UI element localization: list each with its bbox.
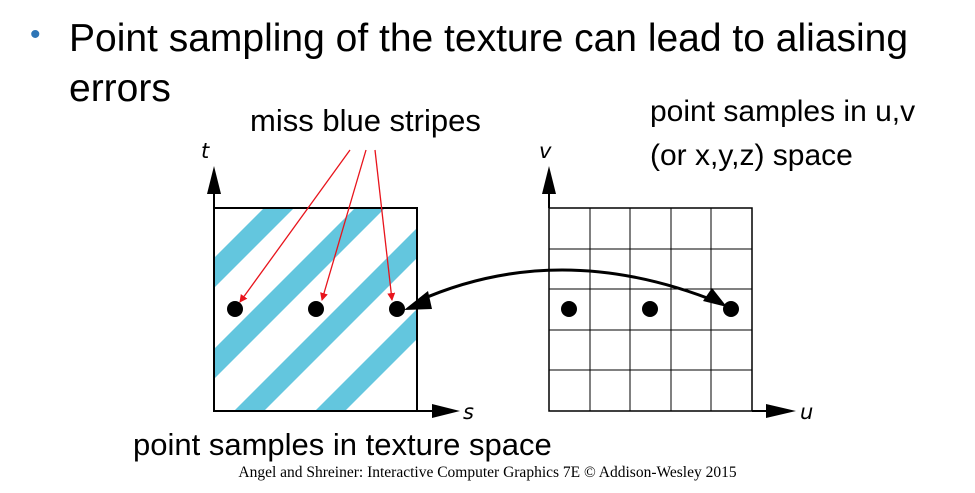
v-axis-label: v: [539, 139, 552, 163]
diagonal-stripes: [214, 208, 417, 411]
footer-credit: Angel and Shreiner: Interactive Computer…: [238, 464, 737, 481]
miss-arrow: [320, 149, 367, 301]
mapping-arrowhead-right: [703, 288, 727, 307]
s-axis-arrowhead: [432, 404, 460, 418]
stripe: [234, 228, 417, 411]
uv-samples-label-line1: point samples in u,v: [650, 95, 916, 128]
t-axis-arrowhead: [207, 166, 221, 194]
miss-blue-stripes-label: miss blue stripes: [250, 103, 481, 138]
uv-sample-point: [723, 301, 739, 317]
stripe: [214, 208, 294, 288]
uv-panel: v u: [539, 139, 813, 424]
u-axis-arrowhead: [766, 404, 796, 418]
stripe: [315, 309, 417, 411]
miss-arrows: [239, 149, 396, 303]
mapping-arrowhead-left: [404, 291, 432, 310]
uv-sample-point: [642, 301, 658, 317]
texture-sample-point: [227, 301, 243, 317]
texture-space-label: point samples in texture space: [133, 427, 552, 462]
texture-panel: t s: [201, 139, 474, 424]
s-axis-label: s: [463, 400, 474, 424]
uv-grid-lines: [549, 208, 752, 411]
texture-sample-point: [308, 301, 324, 317]
u-axis-label: u: [800, 400, 813, 424]
v-axis-arrowhead: [542, 166, 556, 194]
bullet-dot: •: [30, 18, 41, 51]
uv-samples-label-line2: (or x,y,z) space: [650, 139, 853, 172]
t-axis-label: t: [201, 139, 210, 163]
bullet-text: Point sampling of the texture can lead t…: [69, 17, 909, 110]
texture-sample-point: [389, 301, 405, 317]
mapping-arrow: [404, 268, 727, 310]
miss-arrow: [239, 149, 351, 303]
uv-grid-border: [548, 207, 753, 412]
miss-arrow: [374, 149, 396, 301]
uv-sample-point: [561, 301, 577, 317]
stripe: [214, 208, 385, 379]
